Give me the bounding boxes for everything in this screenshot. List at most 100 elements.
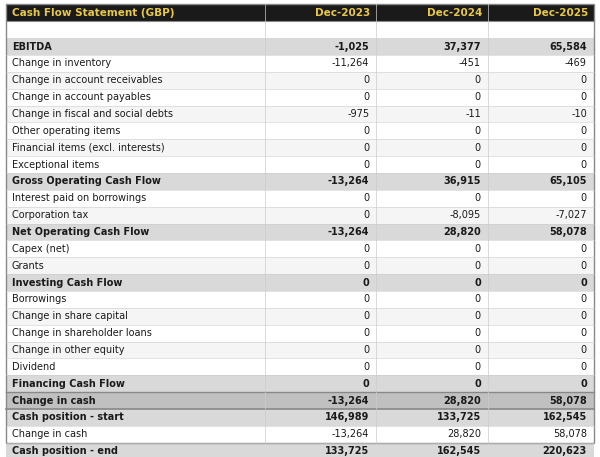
Text: -975: -975 (347, 109, 369, 119)
Text: -13,264: -13,264 (328, 176, 369, 186)
Text: Cash Flow Statement (GBP): Cash Flow Statement (GBP) (12, 8, 175, 18)
FancyBboxPatch shape (376, 89, 488, 106)
Text: 0: 0 (581, 126, 587, 136)
Text: 0: 0 (362, 278, 369, 287)
FancyBboxPatch shape (265, 55, 376, 72)
FancyBboxPatch shape (6, 342, 265, 358)
FancyBboxPatch shape (265, 342, 376, 358)
FancyBboxPatch shape (488, 55, 594, 72)
Text: -8,095: -8,095 (450, 210, 481, 220)
FancyBboxPatch shape (376, 426, 488, 443)
FancyBboxPatch shape (376, 5, 488, 21)
Text: 0: 0 (363, 193, 369, 203)
Text: 0: 0 (363, 345, 369, 355)
Text: -1,025: -1,025 (334, 42, 369, 52)
Text: 0: 0 (581, 311, 587, 321)
Text: Cash position - start: Cash position - start (12, 413, 124, 422)
Text: 0: 0 (581, 261, 587, 271)
Text: 0: 0 (581, 244, 587, 254)
Text: 0: 0 (475, 92, 481, 102)
FancyBboxPatch shape (376, 72, 488, 89)
FancyBboxPatch shape (265, 409, 376, 426)
FancyBboxPatch shape (488, 392, 594, 409)
Text: Dec-2025: Dec-2025 (533, 8, 588, 18)
Text: 0: 0 (581, 294, 587, 304)
FancyBboxPatch shape (265, 5, 376, 21)
FancyBboxPatch shape (265, 156, 376, 173)
FancyBboxPatch shape (488, 156, 594, 173)
FancyBboxPatch shape (488, 257, 594, 274)
FancyBboxPatch shape (488, 72, 594, 89)
FancyBboxPatch shape (488, 426, 594, 443)
FancyBboxPatch shape (488, 274, 594, 291)
FancyBboxPatch shape (265, 190, 376, 207)
FancyBboxPatch shape (6, 308, 265, 325)
FancyBboxPatch shape (6, 392, 265, 409)
FancyBboxPatch shape (376, 291, 488, 308)
Text: Borrowings: Borrowings (12, 294, 67, 304)
FancyBboxPatch shape (376, 122, 488, 139)
FancyBboxPatch shape (376, 156, 488, 173)
FancyBboxPatch shape (488, 342, 594, 358)
Text: 0: 0 (580, 278, 587, 287)
Text: Net Operating Cash Flow: Net Operating Cash Flow (12, 227, 149, 237)
FancyBboxPatch shape (265, 375, 376, 392)
FancyBboxPatch shape (265, 207, 376, 223)
Text: Change in account payables: Change in account payables (12, 92, 151, 102)
FancyBboxPatch shape (265, 223, 376, 240)
Text: -7,027: -7,027 (556, 210, 587, 220)
Text: 0: 0 (363, 328, 369, 338)
FancyBboxPatch shape (488, 5, 594, 21)
Text: 0: 0 (363, 159, 369, 170)
FancyBboxPatch shape (376, 55, 488, 72)
FancyBboxPatch shape (6, 72, 265, 89)
FancyBboxPatch shape (488, 122, 594, 139)
Text: 146,989: 146,989 (325, 413, 369, 422)
FancyBboxPatch shape (376, 274, 488, 291)
FancyBboxPatch shape (488, 240, 594, 257)
FancyBboxPatch shape (376, 257, 488, 274)
FancyBboxPatch shape (488, 223, 594, 240)
FancyBboxPatch shape (6, 38, 265, 55)
FancyBboxPatch shape (6, 240, 265, 257)
Text: -11,264: -11,264 (332, 58, 369, 69)
FancyBboxPatch shape (6, 139, 265, 156)
FancyBboxPatch shape (265, 291, 376, 308)
FancyBboxPatch shape (376, 375, 488, 392)
FancyBboxPatch shape (488, 190, 594, 207)
Text: 0: 0 (475, 126, 481, 136)
Text: 0: 0 (474, 278, 481, 287)
Text: Change in fiscal and social debts: Change in fiscal and social debts (12, 109, 173, 119)
Text: Financing Cash Flow: Financing Cash Flow (12, 379, 125, 389)
Text: 133,725: 133,725 (437, 413, 481, 422)
Text: 0: 0 (475, 328, 481, 338)
FancyBboxPatch shape (6, 156, 265, 173)
Text: 65,105: 65,105 (550, 176, 587, 186)
FancyBboxPatch shape (6, 5, 265, 21)
Text: Dividend: Dividend (12, 362, 55, 372)
FancyBboxPatch shape (376, 392, 488, 409)
FancyBboxPatch shape (265, 38, 376, 55)
FancyBboxPatch shape (6, 190, 265, 207)
FancyBboxPatch shape (376, 38, 488, 55)
Text: 0: 0 (362, 379, 369, 389)
FancyBboxPatch shape (376, 223, 488, 240)
Text: 0: 0 (580, 379, 587, 389)
FancyBboxPatch shape (6, 409, 265, 426)
Text: 58,078: 58,078 (553, 430, 587, 439)
Text: 28,820: 28,820 (443, 227, 481, 237)
FancyBboxPatch shape (376, 139, 488, 156)
Text: 0: 0 (581, 75, 587, 85)
Text: -13,264: -13,264 (328, 227, 369, 237)
FancyBboxPatch shape (376, 190, 488, 207)
FancyBboxPatch shape (488, 106, 594, 122)
FancyBboxPatch shape (6, 358, 265, 375)
Text: 58,078: 58,078 (549, 396, 587, 406)
FancyBboxPatch shape (376, 106, 488, 122)
FancyBboxPatch shape (265, 426, 376, 443)
FancyBboxPatch shape (488, 291, 594, 308)
FancyBboxPatch shape (6, 325, 265, 342)
FancyBboxPatch shape (488, 38, 594, 55)
FancyBboxPatch shape (6, 257, 265, 274)
Text: -469: -469 (565, 58, 587, 69)
